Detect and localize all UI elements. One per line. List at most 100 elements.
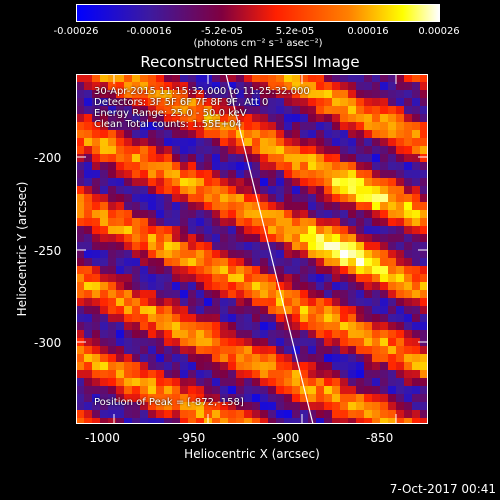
heatmap-cell <box>108 378 116 386</box>
heatmap-cell <box>252 330 260 338</box>
heatmap-cell <box>244 306 252 314</box>
heatmap-cell <box>92 282 100 290</box>
heatmap-cell <box>420 258 428 266</box>
heatmap-cell <box>156 250 164 258</box>
heatmap-cell <box>316 202 324 210</box>
heatmap-cell <box>244 114 252 122</box>
heatmap-cell <box>204 138 212 146</box>
heatmap-cell <box>164 322 172 330</box>
heatmap-cell <box>260 370 268 378</box>
heatmap-cell <box>372 298 380 306</box>
heatmap-cell <box>324 114 332 122</box>
heatmap-cell <box>364 138 372 146</box>
heatmap-cell <box>332 362 340 370</box>
heatmap-cell <box>292 410 300 418</box>
heatmap-cell <box>92 130 100 138</box>
heatmap-cell <box>196 394 204 402</box>
heatmap-cell <box>404 122 412 130</box>
heatmap-cell <box>348 282 356 290</box>
colorbar-tick-label: 5.2e-05 <box>275 26 315 37</box>
heatmap-cell <box>356 330 364 338</box>
heatmap-cell <box>140 146 148 154</box>
heatmap-cell <box>252 114 260 122</box>
heatmap-cell <box>420 234 428 242</box>
heatmap-cell <box>92 186 100 194</box>
heatmap-cell <box>332 242 340 250</box>
heatmap-cell <box>308 178 316 186</box>
heatmap-cell <box>388 274 396 282</box>
heatmap-cell <box>228 378 236 386</box>
heatmap-cell <box>92 202 100 210</box>
heatmap-cell <box>92 386 100 394</box>
heatmap-cell <box>92 162 100 170</box>
heatmap-cell <box>84 266 92 274</box>
heatmap-cell <box>204 290 212 298</box>
heatmap-cell <box>148 154 156 162</box>
heatmap-cell <box>340 234 348 242</box>
heatmap-cell <box>332 338 340 346</box>
heatmap-cell <box>276 394 284 402</box>
heatmap-cell <box>324 74 332 82</box>
heatmap-cell <box>420 250 428 258</box>
heatmap-cell <box>100 242 108 250</box>
heatmap-cell <box>188 234 196 242</box>
heatmap-cell <box>276 266 284 274</box>
heatmap-cell <box>212 130 220 138</box>
heatmap-cell <box>268 122 276 130</box>
heatmap-cell <box>164 346 172 354</box>
heatmap-cell <box>284 282 292 290</box>
heatmap-cell <box>356 242 364 250</box>
heatmap-cell <box>332 402 340 410</box>
heatmap-cell <box>212 362 220 370</box>
heatmap-cell <box>412 274 420 282</box>
heatmap-cell <box>132 138 140 146</box>
heatmap-cell <box>140 194 148 202</box>
heatmap-cell <box>108 314 116 322</box>
heatmap-cell <box>308 354 316 362</box>
heatmap-cell <box>124 378 132 386</box>
heatmap-cell <box>164 274 172 282</box>
heatmap-cell <box>220 202 228 210</box>
heatmap-cell <box>76 394 84 402</box>
heatmap-cell <box>108 194 116 202</box>
heatmap-cell <box>356 362 364 370</box>
heatmap-cell <box>284 362 292 370</box>
heatmap-cell <box>244 298 252 306</box>
heatmap-cell <box>340 210 348 218</box>
heatmap-cell <box>116 338 124 346</box>
heatmap-cell <box>372 74 380 82</box>
heatmap-cell <box>260 338 268 346</box>
heatmap-cell <box>388 330 396 338</box>
heatmap-cell <box>412 402 420 410</box>
heatmap-cell <box>372 170 380 178</box>
heatmap-cell <box>124 250 132 258</box>
heatmap-cell <box>116 266 124 274</box>
heatmap-cell <box>284 346 292 354</box>
heatmap-cell <box>348 418 356 426</box>
heatmap-cell <box>180 282 188 290</box>
heatmap-cell <box>404 306 412 314</box>
heatmap-cell <box>332 122 340 130</box>
heatmap-cell <box>100 74 108 82</box>
heatmap-cell <box>196 194 204 202</box>
heatmap-cell <box>380 202 388 210</box>
heatmap-cell <box>76 290 84 298</box>
heatmap-cell <box>420 194 428 202</box>
heatmap-cell <box>308 330 316 338</box>
heatmap-cell <box>188 154 196 162</box>
heatmap-cell <box>76 306 84 314</box>
heatmap-cell <box>372 266 380 274</box>
heatmap-cell <box>180 202 188 210</box>
heatmap-cell <box>172 242 180 250</box>
heatmap-cell <box>108 282 116 290</box>
heatmap-cell <box>332 370 340 378</box>
heatmap-cell <box>260 362 268 370</box>
colorbar-tick-label: -0.00026 <box>53 26 99 37</box>
heatmap-cell <box>300 178 308 186</box>
heatmap-cell <box>380 394 388 402</box>
heatmap-cell <box>228 298 236 306</box>
heatmap-cell <box>356 218 364 226</box>
heatmap-cell <box>148 370 156 378</box>
heatmap-cell <box>124 210 132 218</box>
